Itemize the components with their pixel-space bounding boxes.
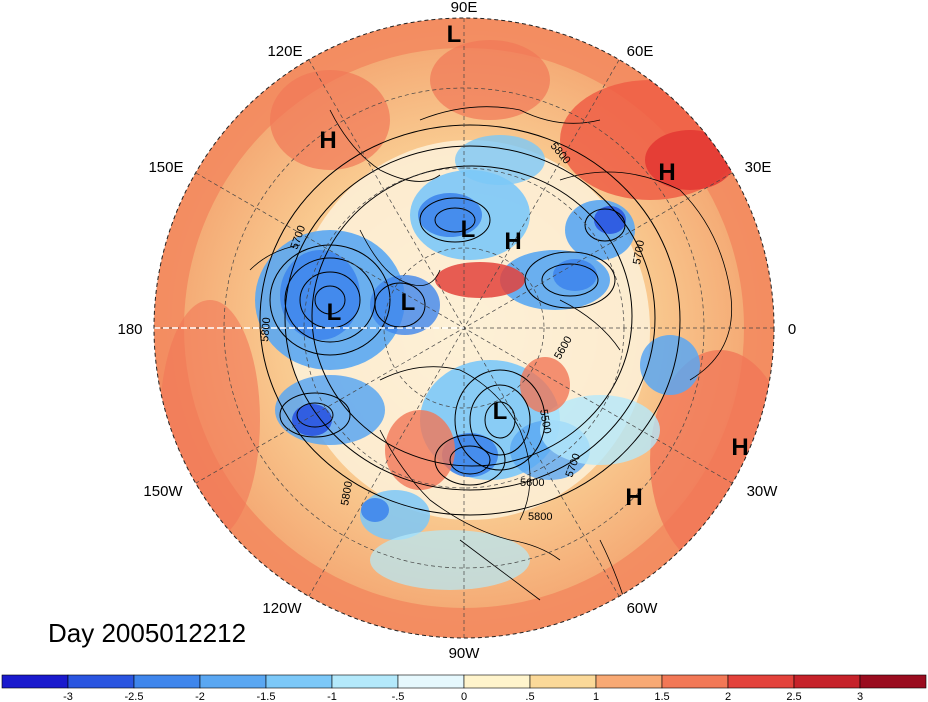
lon-label-180: 180: [117, 321, 142, 338]
colorbar: -3 -2.5 -2 -1.5 -1 -.5 0 .5 1 1.5 2 2.5 3: [1, 674, 927, 702]
colorbar-tick-label: -2: [195, 691, 205, 702]
colorbar-tick-label: 1.5: [654, 691, 669, 702]
colorbar-tick-label: -.5: [392, 691, 405, 702]
contour-label: 5800: [528, 511, 552, 523]
lon-label-120e: 120E: [267, 43, 302, 60]
high-center-label: H: [658, 159, 675, 186]
colorbar-segment: [133, 674, 201, 689]
colorbar-segment: [67, 674, 135, 689]
colorbar-tick-label: -3: [63, 691, 73, 702]
colorbar-tick-label: 2.5: [786, 691, 801, 702]
colorbar-segment: [331, 674, 399, 689]
colorbar-segment: [463, 674, 531, 689]
lon-label-150e: 150E: [148, 159, 183, 176]
lon-label-90e: 90E: [451, 0, 478, 16]
low-center-label: L: [327, 299, 342, 326]
anomaly-field: [154, 18, 774, 638]
lon-label-30w: 30W: [747, 483, 779, 500]
colorbar-segment: [199, 674, 267, 689]
colorbar-segment: [661, 674, 729, 689]
contour-label: 5500: [537, 408, 553, 434]
map-boundary: [153, 17, 775, 639]
lon-label-90w: 90W: [449, 645, 481, 662]
colorbar-segment: [265, 674, 333, 689]
low-center-label: L: [493, 398, 508, 425]
colorbar-segment: [397, 674, 465, 689]
colorbar-segment: [859, 674, 927, 689]
colorbar-tick-label: -1: [327, 691, 337, 702]
lon-label-150w: 150W: [143, 483, 183, 500]
colorbar-tick-label: -1.5: [257, 691, 276, 702]
contour-label: 5800: [259, 317, 273, 342]
contour-label: 5700: [631, 239, 647, 265]
lon-label-60w: 60W: [627, 600, 659, 617]
low-center-label: L: [461, 216, 476, 243]
colorbar-segment: [529, 674, 597, 689]
colorbar-tick-label: 2: [725, 691, 731, 702]
high-center-label: H: [731, 434, 748, 461]
height-contours: [259, 124, 681, 516]
low-center-label: L: [447, 21, 462, 48]
lon-label-120w: 120W: [262, 600, 302, 617]
high-center-label: H: [319, 127, 336, 154]
contour-label: 5800: [339, 480, 355, 506]
lon-label-30e: 30E: [745, 159, 772, 176]
day-label: Day 2005012212: [48, 618, 247, 648]
contour-label: 5600: [520, 477, 544, 489]
colorbar-tick-label: -2.5: [125, 691, 144, 702]
colorbar-segment: [595, 674, 663, 689]
colorbar-tick-label: .5: [525, 691, 534, 702]
lon-label-0: 0: [788, 321, 796, 338]
colorbar-segment: [1, 674, 69, 689]
lon-label-60e: 60E: [627, 43, 654, 60]
colorbar-tick-label: 1: [593, 691, 599, 702]
colorbar-tick-label: 0: [461, 691, 467, 702]
colorbar-segment: [793, 674, 861, 689]
high-center-label: H: [504, 228, 521, 255]
colorbar-segment: [727, 674, 795, 689]
high-center-label: H: [625, 484, 642, 511]
colorbar-tick-label: 3: [857, 691, 863, 702]
low-center-label: L: [401, 289, 416, 316]
